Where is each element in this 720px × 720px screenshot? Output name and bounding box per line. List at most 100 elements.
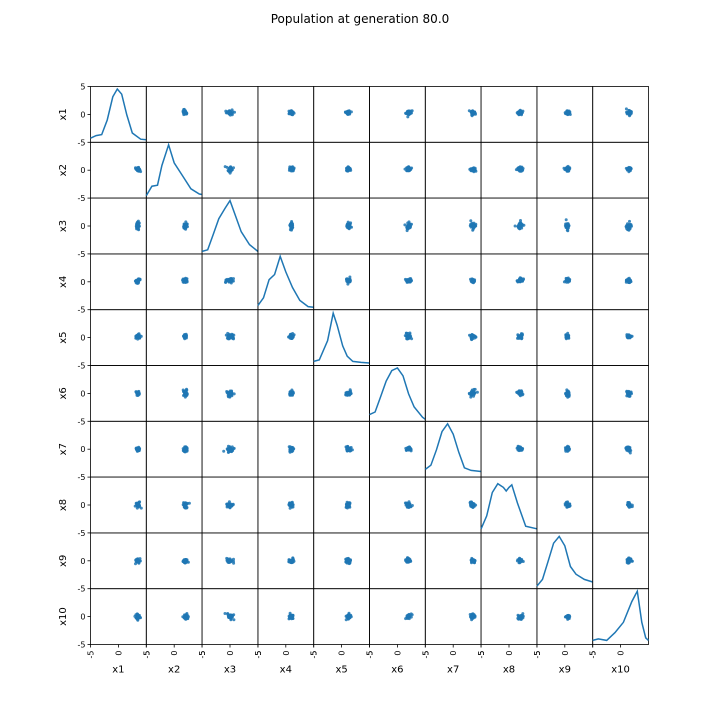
scatter-point [289, 558, 293, 562]
scatter-point [138, 504, 141, 508]
subplot-x6-x5 [313, 365, 370, 422]
scatter-point [224, 109, 228, 113]
scatter-point [185, 501, 189, 505]
scatter-point [224, 280, 228, 284]
scatter-point [348, 167, 352, 171]
scatter-point [345, 446, 349, 450]
subplot-frame [369, 253, 426, 311]
subplot-frame [313, 197, 370, 255]
y-tick-label: 0 [80, 613, 85, 622]
scatter-point [347, 558, 351, 562]
subplot-x8-x5 [313, 476, 370, 534]
scatter-point [406, 115, 410, 119]
scatter-point [228, 446, 232, 450]
scatter-point [404, 112, 408, 115]
subplot-frame [480, 141, 538, 199]
subplot-x10-x6 [369, 588, 426, 645]
x-tick-label: -5 [421, 651, 430, 659]
scatter-point [470, 280, 474, 284]
scatter-point [407, 506, 411, 509]
y-tick-label: -5 [78, 585, 86, 594]
scatter-point [347, 504, 351, 508]
subplot-x1-x2 [145, 86, 203, 143]
scatter-point [566, 444, 570, 448]
scatter-point [136, 393, 140, 396]
subplot-x10-x4 [257, 588, 315, 645]
scatter-point [471, 392, 475, 396]
subplot-x9-x2 [145, 532, 203, 590]
x-tick-label: 0 [282, 651, 291, 656]
scatter-point [565, 503, 569, 507]
scatter-point [347, 393, 351, 397]
subplot-x1-x7 [424, 86, 482, 143]
subplot-x1-x9 [536, 86, 594, 143]
subplot-frame [313, 86, 370, 143]
scatter-point [135, 390, 139, 394]
scatter-point [136, 280, 140, 283]
x-tick-label: 0 [170, 651, 179, 656]
subplot-frame [592, 86, 649, 143]
subplot-x4-x2 [145, 253, 203, 311]
x-tick-label: 5 [310, 651, 319, 656]
scatter-point [471, 614, 475, 618]
scatter-point [345, 561, 349, 565]
subplot-frame [369, 309, 426, 366]
scatter-point [228, 109, 232, 113]
scatter-point [475, 390, 479, 394]
scatter-point [186, 560, 190, 564]
subplot-x9-x6 [369, 532, 426, 590]
scatter-point [405, 336, 409, 340]
subplot-x1-x8 [480, 86, 538, 143]
y-variable-label-x3: x3 [58, 220, 69, 232]
x-tick-label: 5 [533, 651, 542, 656]
kde-curve-x6 [369, 367, 426, 420]
scatter-point [627, 281, 631, 284]
scatter-point [517, 334, 521, 338]
x-tick-label: 0 [561, 651, 570, 656]
subplot-x5-x9 [536, 309, 594, 366]
subplot-x6-x3 [201, 365, 259, 422]
subplot-frame [369, 420, 426, 478]
subplot-frame [90, 86, 147, 143]
scatter-point [407, 560, 411, 564]
subplot-x7-x9 [536, 420, 594, 478]
y-variable-label-x8: x8 [58, 499, 69, 511]
subplot-x3-x6 [369, 197, 426, 255]
x-tick-label: 0 [226, 651, 235, 656]
scatter-point [471, 559, 474, 563]
subplot-x6-x2 [145, 365, 203, 422]
scatter-point [519, 278, 523, 282]
scatter-point [565, 336, 569, 340]
subplot-x4-x1 [90, 253, 147, 311]
subplot-frame [592, 197, 649, 255]
x-tick-label: 5 [477, 651, 486, 656]
scatter-point [348, 277, 351, 281]
scatter-point [470, 504, 474, 507]
subplot-frame [145, 197, 203, 255]
x-tick-label: -5 [310, 651, 319, 659]
scatter-point [232, 561, 236, 565]
subplot-frame [145, 476, 203, 534]
scatter-point [350, 448, 354, 452]
scatter-point [182, 503, 186, 507]
scatter-point [181, 110, 185, 114]
y-tick-label: -5 [78, 529, 86, 538]
scatter-point [469, 219, 473, 223]
subplot-x5-x5 [313, 309, 370, 366]
x-tick-label: -5 [589, 651, 598, 659]
subplot-x4-x6 [369, 253, 426, 311]
subplot-x5-x1 [90, 309, 147, 366]
y-tick-label: 0 [80, 445, 85, 454]
y-variable-label-x5: x5 [58, 331, 69, 343]
scatter-point [139, 616, 142, 620]
subplot-x3-x1 [90, 197, 147, 255]
scatter-point [627, 394, 631, 398]
scatter-point [183, 558, 187, 562]
subplot-frame [536, 532, 594, 590]
scatter-point [227, 500, 231, 504]
scatter-point [568, 502, 572, 506]
scatter-point [229, 504, 233, 508]
scatter-point [184, 448, 188, 451]
subplot-frame [424, 420, 482, 478]
scatter-point [472, 390, 476, 394]
